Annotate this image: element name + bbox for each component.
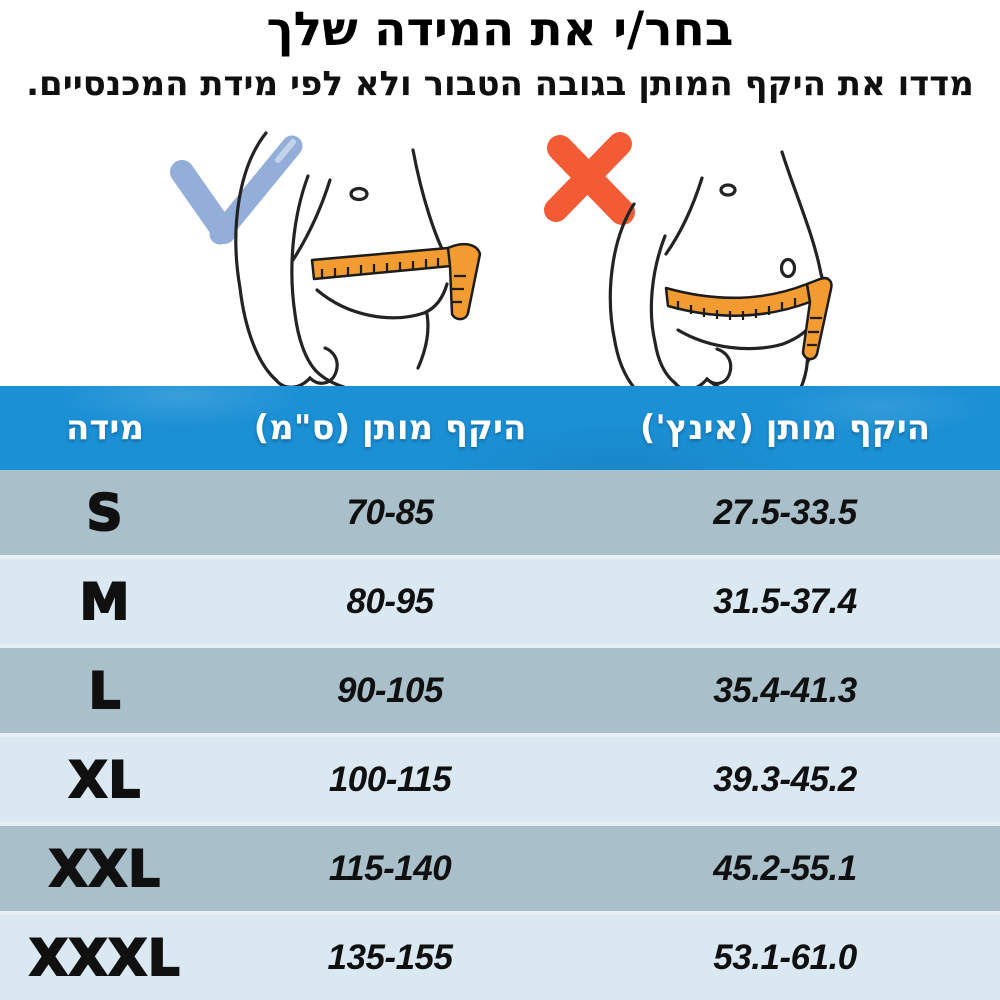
incorrect-measurement-figure	[544, 132, 833, 386]
cm-range: 115-140	[328, 848, 452, 888]
size-value: XL	[68, 750, 142, 810]
inch-range: 31.5-37.4	[713, 581, 857, 621]
cm-range: 135-155	[327, 937, 453, 977]
cm-range: 90-105	[337, 670, 443, 710]
table-row-xl: XL 100-115 39.3-45.2	[0, 733, 1000, 822]
size-value: XXL	[48, 839, 161, 899]
table-row-m: M 80-95 31.5-37.4	[0, 555, 1000, 644]
measuring-tape-hips	[664, 276, 833, 361]
x-icon	[544, 132, 635, 225]
size-value: S	[85, 483, 124, 543]
measurement-illustrations	[0, 118, 1000, 386]
header-waist-inch: היקף מותן (אינץ')	[639, 408, 931, 448]
inch-range: 45.2-55.1	[713, 848, 857, 888]
body-outline	[234, 131, 449, 386]
size-value: M	[79, 572, 131, 632]
table-row-l: L 90-105 35.4-41.3	[0, 644, 1000, 733]
page-title: בחר/י את המידה שלך	[266, 2, 734, 57]
inch-range: 35.4-41.3	[713, 670, 857, 710]
cm-range: 100-115	[328, 759, 452, 799]
inch-range: 39.3-45.2	[713, 759, 857, 799]
body-outline	[608, 150, 827, 386]
table-row-xxxl: XXXL 135-155 53.1-61.0	[0, 911, 1000, 1000]
size-table-body: S 70-85 27.5-33.5 M 80-95 31.5-37.4 L 90…	[0, 470, 1000, 1000]
measuring-tape-waist	[310, 242, 482, 321]
table-row-s: S 70-85 27.5-33.5	[0, 470, 1000, 555]
cm-range: 80-95	[346, 581, 434, 621]
inch-range: 53.1-61.0	[713, 937, 857, 977]
header-waist-cm: היקף מותן (ס"מ)	[253, 408, 527, 448]
cm-range: 70-85	[346, 492, 434, 532]
table-row-xxl: XXL 115-140 45.2-55.1	[0, 822, 1000, 911]
check-icon	[170, 135, 303, 245]
size-table: מידה היקף מותן (ס"מ) היקף מותן (אינץ') S…	[0, 386, 1000, 1000]
header-size: מידה	[66, 408, 144, 448]
subtitle: מדדו את היקף המותן בגובה הטבור ולא לפי מ…	[26, 64, 974, 104]
size-table-header: מידה היקף מותן (ס"מ) היקף מותן (אינץ')	[0, 386, 1000, 470]
size-value: XXXL	[28, 928, 181, 988]
correct-measurement-figure	[170, 131, 482, 386]
inch-range: 27.5-33.5	[713, 492, 857, 532]
size-value: L	[88, 661, 122, 721]
